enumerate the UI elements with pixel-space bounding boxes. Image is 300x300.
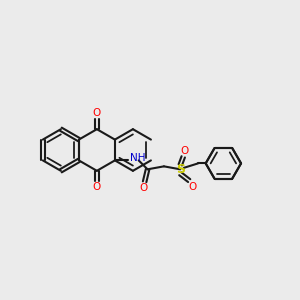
Text: O: O xyxy=(181,146,189,156)
Text: O: O xyxy=(93,108,101,118)
Text: NH: NH xyxy=(130,153,145,163)
Text: S: S xyxy=(176,163,185,176)
Text: O: O xyxy=(93,182,101,192)
Text: O: O xyxy=(139,183,147,193)
Text: O: O xyxy=(188,182,196,192)
